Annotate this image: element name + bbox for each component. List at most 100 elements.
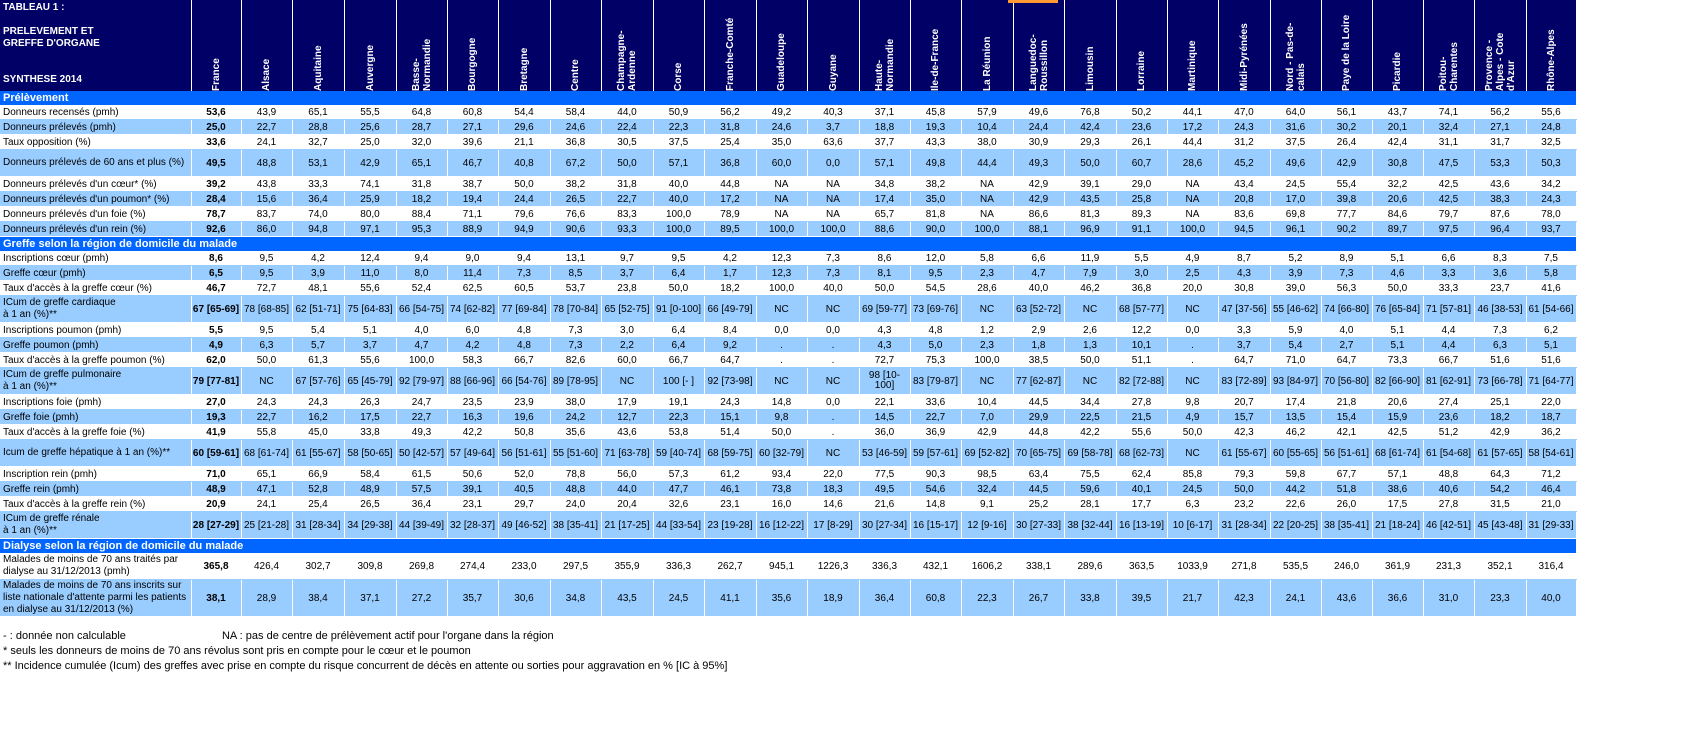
value-cell: 10,4 bbox=[961, 119, 1014, 135]
value-cell: 27,4 bbox=[1423, 394, 1475, 410]
value-cell: 100,0 bbox=[653, 221, 705, 237]
value-cell: 36,6 bbox=[1372, 579, 1424, 617]
value-cell: 63,6 bbox=[807, 134, 860, 150]
value-cell: 11,9 bbox=[1064, 251, 1117, 266]
value-cell: 45 [43-48] bbox=[1474, 511, 1527, 539]
value-cell: 4,2 bbox=[292, 251, 345, 266]
table-row: Greffe rein (pmh) 48,9 47,1 52,8 48,9 57,5 39,… bbox=[0, 481, 1577, 497]
value-cell: 88 [66-96] bbox=[447, 367, 499, 395]
region-header: Basse- Normandie bbox=[396, 0, 448, 91]
value-cell: 68 [61-74] bbox=[241, 439, 293, 467]
region-header: Centre bbox=[550, 0, 602, 91]
value-cell: 74 [62-82] bbox=[447, 295, 499, 323]
value-cell: 5,1 bbox=[1372, 337, 1424, 353]
region-name: Franche-Comté bbox=[724, 17, 736, 91]
value-cell: 54,5 bbox=[910, 280, 962, 296]
value-cell: 46,4 bbox=[1526, 481, 1577, 497]
value-cell: 78 [68-85] bbox=[241, 295, 293, 323]
value-cell: 61,5 bbox=[396, 466, 448, 482]
region-name: Paye de la Loire bbox=[1341, 14, 1352, 91]
value-cell: 22,3 bbox=[653, 119, 705, 135]
france-value-cell: 27,0 bbox=[191, 394, 242, 410]
value-cell: 9,5 bbox=[241, 251, 293, 266]
france-value-cell: 53,6 bbox=[191, 105, 242, 120]
value-cell: 93,7 bbox=[1526, 221, 1577, 237]
value-cell: 24,1 bbox=[241, 496, 293, 512]
region-name: Aquitaine bbox=[312, 45, 324, 91]
france-value-cell: 33,6 bbox=[191, 134, 242, 150]
value-cell: 42,9 bbox=[1013, 176, 1065, 192]
value-cell: 76,8 bbox=[1064, 105, 1117, 120]
row-label: Icum de greffe hépatique à 1 an (%)** bbox=[0, 439, 192, 467]
value-cell: 39,5 bbox=[1116, 579, 1168, 617]
value-cell: NA bbox=[807, 176, 860, 192]
value-cell: 5,1 bbox=[344, 322, 397, 338]
value-cell: 51,4 bbox=[704, 424, 757, 440]
value-cell: 9,8 bbox=[756, 409, 808, 425]
value-cell: 0,0 bbox=[807, 322, 860, 338]
value-cell: 56,2 bbox=[704, 105, 757, 120]
value-cell: 7,3 bbox=[807, 251, 860, 266]
value-cell: 50,0 bbox=[601, 149, 654, 177]
france-value-cell: 25,0 bbox=[191, 119, 242, 135]
france-value-cell: 39,2 bbox=[191, 176, 242, 192]
value-cell: 24,7 bbox=[396, 394, 448, 410]
value-cell: 38 [32-44] bbox=[1064, 511, 1117, 539]
value-cell: 49,6 bbox=[1013, 105, 1065, 120]
value-cell: 31,8 bbox=[601, 176, 654, 192]
value-cell: 16,0 bbox=[756, 496, 808, 512]
value-cell: 24,3 bbox=[704, 394, 757, 410]
value-cell: 56,3 bbox=[1321, 280, 1373, 296]
value-cell: NA bbox=[807, 206, 860, 222]
value-cell: 40,3 bbox=[807, 105, 860, 120]
value-cell: 43,8 bbox=[241, 176, 293, 192]
value-cell: 0,0 bbox=[756, 322, 808, 338]
value-cell: 42,9 bbox=[344, 149, 397, 177]
value-cell: 1,7 bbox=[704, 265, 757, 281]
value-cell: 50,0 bbox=[1218, 481, 1271, 497]
value-cell: 51,1 bbox=[1116, 352, 1168, 368]
value-cell: 24,1 bbox=[241, 134, 293, 150]
value-cell: 90,6 bbox=[550, 221, 602, 237]
value-cell: 53,1 bbox=[292, 149, 345, 177]
region-name: Ile-de-France bbox=[930, 28, 941, 91]
value-cell: 75,3 bbox=[910, 352, 962, 368]
value-cell: 29,0 bbox=[1116, 176, 1168, 192]
value-cell: 65,1 bbox=[396, 149, 448, 177]
value-cell: 4,6 bbox=[1372, 265, 1424, 281]
value-cell: 22,7 bbox=[396, 409, 448, 425]
value-cell: 50,0 bbox=[241, 352, 293, 368]
value-cell: 17 [8-29] bbox=[807, 511, 860, 539]
france-value-cell: 92,6 bbox=[191, 221, 242, 237]
value-cell: 60,8 bbox=[447, 105, 499, 120]
value-cell: 15,9 bbox=[1372, 409, 1424, 425]
value-cell: 28,1 bbox=[1064, 496, 1117, 512]
value-cell: 246,0 bbox=[1321, 553, 1373, 580]
value-cell: 97,5 bbox=[1423, 221, 1475, 237]
region-name: Languedoc- Roussillon bbox=[1027, 34, 1050, 91]
value-cell: 31,1 bbox=[1423, 134, 1475, 150]
value-cell: 57,3 bbox=[653, 466, 705, 482]
value-cell: 67,7 bbox=[1321, 466, 1373, 482]
value-cell: 50,0 bbox=[1167, 424, 1219, 440]
row-label: Donneurs prélevés d'un poumon* (%) bbox=[0, 191, 192, 207]
row-label: Greffe poumon (pmh) bbox=[0, 337, 192, 353]
value-cell: 88,9 bbox=[447, 221, 499, 237]
value-cell: NC bbox=[756, 295, 808, 323]
value-cell: 2,3 bbox=[961, 337, 1014, 353]
value-cell: 5,2 bbox=[1270, 251, 1322, 266]
value-cell: 73,3 bbox=[1372, 352, 1424, 368]
value-cell: 21,5 bbox=[1116, 409, 1168, 425]
value-cell: 40,0 bbox=[653, 191, 705, 207]
value-cell: 24,3 bbox=[1526, 191, 1577, 207]
value-cell: 39,1 bbox=[447, 481, 499, 497]
value-cell: 40,0 bbox=[1013, 280, 1065, 296]
value-cell: NC bbox=[1064, 367, 1117, 395]
value-cell: 65,7 bbox=[859, 206, 911, 222]
value-cell: 426,4 bbox=[241, 553, 293, 580]
value-cell: 57,1 bbox=[859, 149, 911, 177]
value-cell: 44 [33-54] bbox=[653, 511, 705, 539]
value-cell: 18,7 bbox=[1526, 409, 1577, 425]
value-cell: 26,3 bbox=[344, 394, 397, 410]
value-cell: 68 [57-77] bbox=[1116, 295, 1168, 323]
